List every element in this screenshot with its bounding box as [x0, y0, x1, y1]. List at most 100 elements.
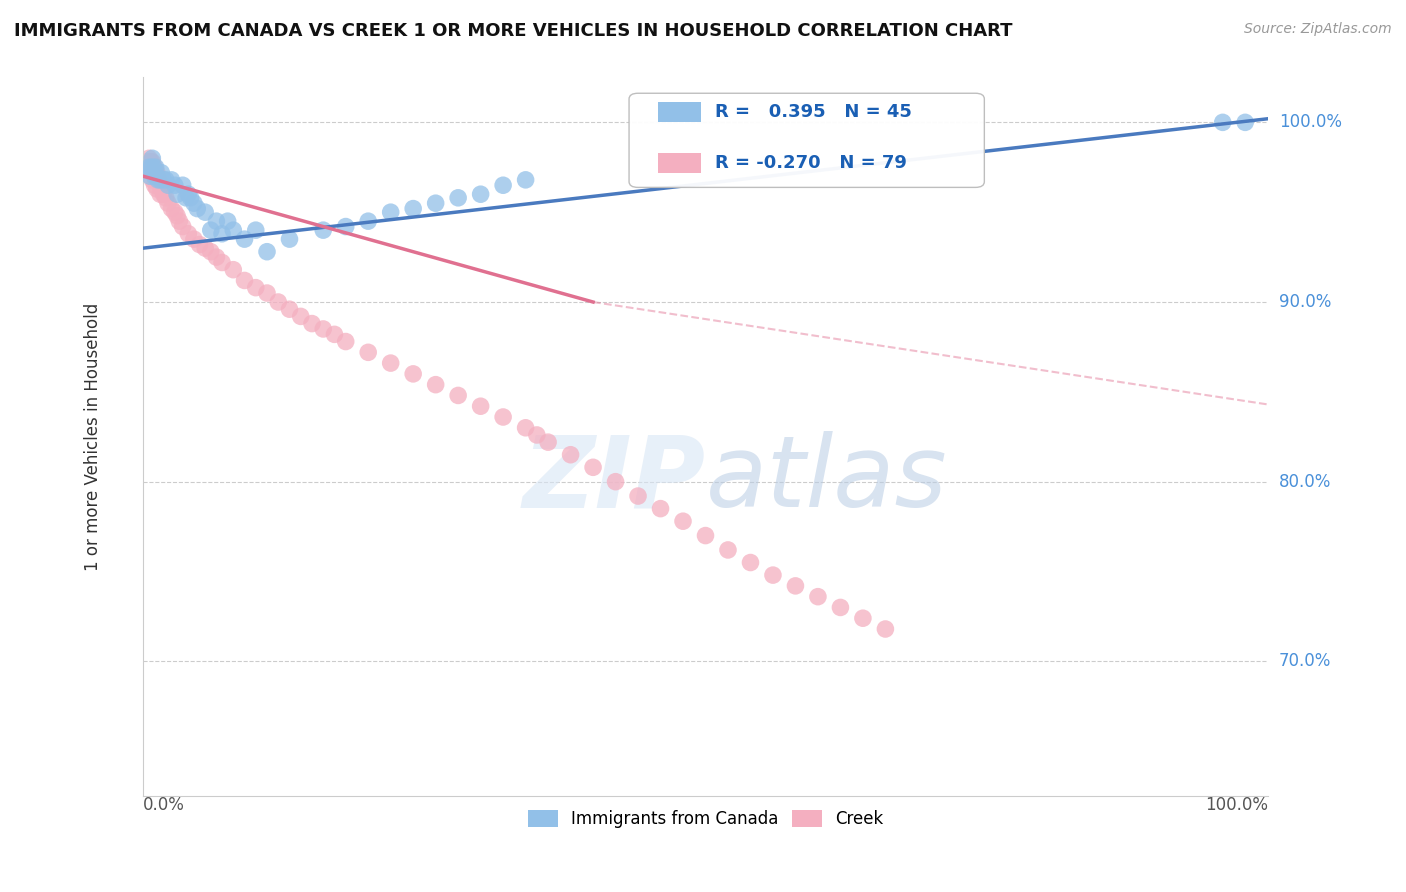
Point	[875, 622, 897, 636]
Point	[145, 169, 167, 184]
FancyBboxPatch shape	[658, 153, 702, 173]
Point	[830, 600, 852, 615]
Point	[143, 164, 166, 178]
Point	[146, 169, 169, 184]
Point	[256, 286, 278, 301]
Point	[143, 169, 166, 184]
Point	[155, 191, 177, 205]
Point	[211, 255, 233, 269]
Point	[515, 173, 537, 187]
Point	[146, 173, 169, 187]
Point	[425, 377, 447, 392]
Point	[155, 173, 177, 187]
Point	[139, 161, 162, 175]
Point	[194, 241, 217, 255]
Point	[135, 161, 157, 175]
Point	[357, 345, 380, 359]
Point	[152, 173, 174, 187]
Point	[1212, 115, 1234, 129]
Point	[672, 514, 695, 528]
Point	[200, 244, 222, 259]
Point	[145, 161, 167, 175]
Point	[157, 196, 180, 211]
Point	[205, 214, 228, 228]
Legend: Immigrants from Canada, Creek: Immigrants from Canada, Creek	[522, 803, 890, 835]
Text: ZIP: ZIP	[523, 432, 706, 528]
Point	[145, 164, 167, 178]
Point	[148, 173, 170, 187]
Point	[807, 590, 830, 604]
Point	[146, 166, 169, 180]
Point	[470, 399, 492, 413]
Point	[278, 232, 301, 246]
Text: 90.0%: 90.0%	[1279, 293, 1331, 311]
Point	[136, 161, 159, 175]
Point	[650, 501, 672, 516]
Point	[143, 178, 166, 193]
Text: IMMIGRANTS FROM CANADA VS CREEK 1 OR MORE VEHICLES IN HOUSEHOLD CORRELATION CHAR: IMMIGRANTS FROM CANADA VS CREEK 1 OR MOR…	[14, 22, 1012, 40]
Point	[762, 568, 785, 582]
Point	[186, 202, 208, 216]
Point	[740, 556, 762, 570]
Text: 80.0%: 80.0%	[1279, 473, 1331, 491]
Point	[141, 173, 163, 187]
Point	[149, 173, 172, 187]
Point	[627, 489, 650, 503]
Point	[200, 223, 222, 237]
Point	[402, 202, 425, 216]
Point	[217, 214, 239, 228]
Point	[245, 223, 267, 237]
Point	[785, 579, 807, 593]
Point	[177, 187, 200, 202]
Point	[160, 202, 183, 216]
Point	[312, 223, 335, 237]
Point	[402, 367, 425, 381]
Point	[323, 327, 346, 342]
Point	[141, 161, 163, 175]
Text: 100.0%: 100.0%	[1205, 796, 1268, 814]
Point	[150, 182, 173, 196]
Point	[146, 169, 169, 184]
Point	[492, 178, 515, 193]
Text: 0.0%: 0.0%	[143, 796, 186, 814]
Point	[138, 151, 160, 165]
Point	[267, 295, 290, 310]
Point	[211, 227, 233, 241]
Point	[290, 310, 312, 324]
Point	[492, 409, 515, 424]
Point	[157, 178, 180, 193]
FancyBboxPatch shape	[658, 102, 702, 122]
Point	[278, 302, 301, 317]
Point	[380, 205, 402, 219]
Point	[172, 219, 194, 234]
Point	[149, 178, 172, 193]
Point	[222, 262, 245, 277]
Point	[245, 280, 267, 294]
Point	[152, 187, 174, 202]
Point	[138, 161, 160, 175]
Point	[139, 169, 162, 184]
Text: R =   0.395   N = 45: R = 0.395 N = 45	[714, 103, 911, 121]
Point	[142, 166, 165, 180]
Point	[222, 223, 245, 237]
Point	[256, 244, 278, 259]
Point	[183, 196, 205, 211]
Point	[146, 182, 169, 196]
Point	[537, 435, 560, 450]
Point	[425, 196, 447, 211]
Point	[141, 154, 163, 169]
Text: 70.0%: 70.0%	[1279, 652, 1331, 671]
Point	[142, 161, 165, 175]
Point	[560, 448, 582, 462]
Point	[194, 205, 217, 219]
Point	[233, 273, 256, 287]
Point	[150, 166, 173, 180]
Point	[312, 322, 335, 336]
FancyBboxPatch shape	[628, 94, 984, 187]
Point	[139, 154, 162, 169]
Point	[605, 475, 627, 489]
Point	[163, 205, 186, 219]
Point	[717, 543, 740, 558]
Text: Source: ZipAtlas.com: Source: ZipAtlas.com	[1244, 22, 1392, 37]
Point	[172, 178, 194, 193]
